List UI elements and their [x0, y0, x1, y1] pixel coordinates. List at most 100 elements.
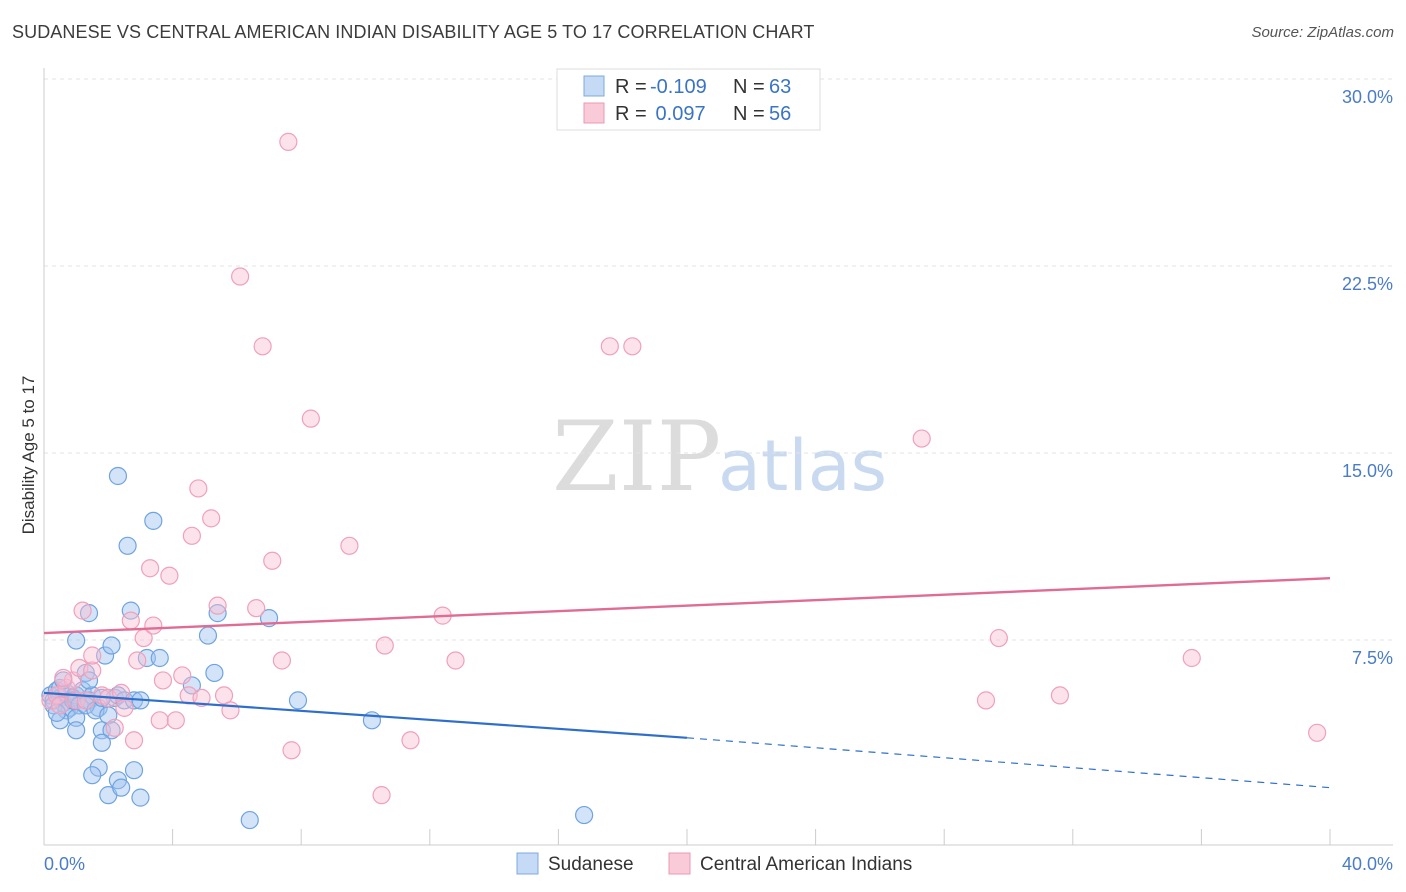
central-american-indians-point-27 — [173, 666, 192, 685]
sudanese-point-55 — [205, 663, 224, 683]
legend-swatch-sudanese — [583, 75, 605, 97]
central-american-indians-point-30 — [189, 479, 208, 498]
legend-n-value-1: 63 — [769, 76, 791, 98]
central-american-indians-point-46 — [375, 636, 394, 655]
legend-n-label-2: N = — [733, 103, 765, 125]
sudanese-point-53 — [208, 604, 227, 623]
central-american-indians-point-22 — [144, 616, 163, 635]
x-tick-label-max: 40.0% — [1342, 854, 1393, 874]
bottom-legend-swatch-central-american-indians — [668, 852, 691, 875]
trend-line-sudanese-extrapolated — [686, 737, 1331, 789]
central-american-indians-point-14 — [105, 718, 124, 737]
central-american-indians-point-56 — [1182, 648, 1201, 668]
sudanese-point-33 — [67, 631, 86, 650]
sudanese-point-44 — [92, 733, 111, 752]
central-american-indians-point-52 — [912, 429, 931, 448]
central-american-indians-point-16 — [115, 698, 134, 717]
correlation-legend: R = -0.109 N = 63 R = 0.097 N = 56 — [556, 68, 821, 131]
bottom-legend-swatch-sudanese — [516, 852, 539, 875]
central-american-indians-point-7 — [54, 668, 73, 688]
central-american-indians-point-21 — [140, 559, 160, 578]
central-american-indians-point-57 — [1308, 723, 1327, 742]
sudanese-point-49 — [112, 778, 131, 797]
bottom-legend-label-central-american-indians: Central American Indians — [700, 854, 912, 875]
legend-r-label-1: R = — [615, 76, 647, 98]
central-american-indians-point-29 — [182, 526, 201, 545]
bottom-legend-label-sudanese: Sudanese — [548, 854, 634, 875]
sudanese-point-41 — [150, 648, 169, 668]
central-american-indians-point-2 — [50, 696, 70, 715]
trend-line-sudanese — [43, 691, 688, 739]
legend-n-label-1: N = — [733, 76, 765, 98]
chart-title: SUDANESE VS CENTRAL AMERICAN INDIAN DISA… — [12, 22, 815, 42]
central-american-indians-point-31 — [192, 688, 211, 707]
sudanese-point-37 — [118, 536, 137, 555]
central-american-indians-point-9 — [83, 661, 102, 680]
sudanese-point-38 — [144, 511, 163, 530]
legend-r-label-2: R = — [615, 103, 647, 125]
central-american-indians-point-11 — [83, 646, 102, 665]
central-american-indians-point-55 — [1050, 686, 1070, 705]
sudanese-point-36 — [121, 601, 140, 620]
central-american-indians-point-3 — [57, 678, 76, 698]
y-tick-label-2: 22.5% — [1342, 274, 1393, 294]
y-tick-label-0: 7.5% — [1352, 648, 1393, 668]
central-american-indians-point-39 — [263, 551, 282, 570]
trend-lines — [43, 577, 1331, 789]
central-american-indians-point-45 — [372, 786, 391, 805]
sudanese-point-34 — [102, 636, 121, 655]
y-tick-label-1: 15.0% — [1342, 461, 1393, 481]
sudanese-point-29 — [102, 721, 121, 740]
central-american-indians-point-37 — [247, 599, 266, 618]
axes — [43, 68, 1393, 846]
central-american-indians-point-40 — [272, 651, 292, 670]
central-american-indians-point-44 — [340, 536, 359, 555]
central-american-indians-point-51 — [623, 337, 642, 356]
central-american-indians-point-24 — [153, 671, 173, 690]
central-american-indians-point-36 — [231, 267, 250, 286]
grid-lines — [44, 78, 1393, 641]
central-american-indians-point-32 — [202, 509, 221, 528]
series-central-american-indians-points — [41, 132, 1327, 805]
y-tick-labels: 7.5% 15.0% 22.5% 30.0% — [1342, 87, 1393, 668]
central-american-indians-point-43 — [301, 409, 320, 428]
legend-r-value-1: -0.109 — [650, 76, 707, 98]
central-american-indians-point-33 — [208, 596, 227, 615]
sudanese-point-46 — [83, 766, 102, 785]
y-axis-label: Disability Age 5 to 17 — [19, 376, 38, 535]
x-tick-label-min: 0.0% — [44, 854, 85, 874]
watermark-zip: ZIP — [552, 401, 721, 513]
sudanese-point-22 — [67, 721, 86, 740]
central-american-indians-point-42 — [279, 132, 298, 151]
sudanese-point-52 — [198, 626, 218, 645]
legend-swatch-central-american-indians — [583, 102, 605, 124]
central-american-indians-point-26 — [166, 711, 185, 730]
central-american-indians-point-47 — [401, 731, 420, 750]
central-american-indians-point-41 — [282, 741, 301, 760]
sudanese-point-60 — [575, 805, 594, 825]
trend-line-central-american-indians — [43, 577, 1331, 635]
y-tick-label-3: 30.0% — [1342, 87, 1393, 107]
sudanese-point-57 — [288, 691, 308, 710]
central-american-indians-point-25 — [160, 566, 179, 585]
sudanese-point-51 — [131, 788, 150, 807]
legend-r-value-2: 0.097 — [650, 103, 706, 125]
sudanese-point-50 — [124, 761, 144, 780]
sudanese-point-59 — [240, 810, 259, 830]
central-american-indians-point-19 — [128, 651, 147, 670]
sudanese-point-24 — [79, 671, 99, 690]
central-american-indians-point-18 — [124, 731, 144, 750]
central-american-indians-point-17 — [121, 611, 140, 630]
central-american-indians-point-23 — [150, 711, 169, 730]
sudanese-point-54 — [182, 676, 201, 695]
central-american-indians-point-10 — [73, 601, 92, 620]
sudanese-point-28 — [95, 646, 115, 665]
watermark-atlas: atlas — [718, 425, 887, 507]
central-american-indians-point-38 — [253, 337, 272, 356]
sudanese-point-45 — [89, 758, 108, 777]
x-ticks — [43, 829, 1331, 845]
sudanese-point-39 — [108, 466, 128, 486]
legend-n-value-2: 56 — [769, 103, 791, 125]
central-american-indians-point-34 — [214, 686, 234, 705]
